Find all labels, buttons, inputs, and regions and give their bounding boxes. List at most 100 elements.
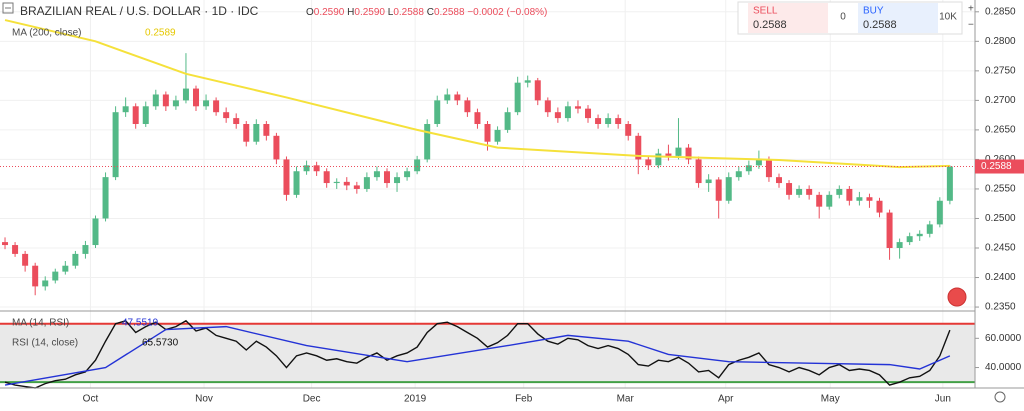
candle-body [886, 212, 893, 248]
candle-body [765, 159, 772, 178]
candle-body [52, 271, 59, 281]
candle-body [896, 242, 903, 248]
y-tick-label: 0.2700 [985, 95, 1016, 106]
candle-body [806, 188, 813, 195]
candle-body [373, 171, 380, 178]
candle-body [605, 118, 612, 124]
candle-body [755, 159, 762, 166]
quantity: 10K [939, 12, 957, 23]
candle-body [82, 245, 89, 254]
candle-body [645, 159, 652, 166]
candle-body [434, 100, 441, 124]
sell-button[interactable] [748, 3, 828, 33]
candle-body [102, 177, 109, 219]
candle-body [816, 194, 823, 207]
ohlc-value: 0.2590 [354, 7, 385, 18]
candle-body [454, 94, 461, 101]
candle-body [172, 100, 179, 107]
candle-body [293, 171, 300, 195]
candle-body [303, 165, 310, 172]
y-tick-label: 0.2450 [985, 243, 1016, 254]
candle-body [464, 100, 471, 113]
x-tick-label: Mar [617, 394, 635, 405]
y-tick-label: 0.2800 [985, 36, 1016, 47]
candle-body [22, 253, 29, 266]
rsi-line [4, 319, 951, 389]
candle-body [223, 112, 230, 119]
candle-body [926, 224, 933, 234]
candle-body [112, 112, 119, 178]
x-tick-label: Dec [303, 394, 321, 405]
y-tick-label: 0.2400 [985, 272, 1016, 283]
candle-body [363, 177, 370, 189]
rsi-ma-legend: MA (14, RSI) [12, 318, 69, 329]
candle-body [193, 88, 200, 107]
x-tick-label: Apr [718, 394, 734, 405]
flag-icon[interactable] [947, 287, 967, 307]
candle-body [655, 153, 662, 166]
symbol-title: BRAZILIAN REAL / U.S. DOLLAR · 1D · IDC [20, 4, 259, 18]
x-tick-label: 2019 [404, 394, 427, 405]
x-tick-label: Feb [515, 394, 533, 405]
candle-body [273, 135, 280, 160]
candle-body [856, 197, 863, 201]
candle-body [836, 188, 843, 195]
ma-legend: MA (200, close) [12, 28, 81, 39]
ma-legend-value: 0.2589 [145, 28, 176, 39]
rsi-band-fill [0, 323, 975, 383]
ohlc-values: O0.2590 H0.2590 L0.2588 C0.2588 −0.0002 … [306, 7, 547, 18]
candle-body [233, 118, 240, 124]
candle-body [625, 124, 632, 136]
y-tick-label: 0.2550 [985, 184, 1016, 195]
candle-body [585, 108, 592, 119]
ohlc-label: O [306, 7, 314, 18]
x-tick-label: Nov [195, 394, 213, 405]
candle-body [695, 159, 702, 184]
buy-button[interactable] [858, 3, 938, 33]
candle-body [946, 166, 953, 201]
candle-body [132, 106, 139, 124]
candle-body [243, 124, 250, 142]
candle-body [866, 197, 873, 201]
candle-body [343, 181, 350, 186]
ohlc-label: H [347, 7, 354, 18]
last-price-label: 0.2588 [981, 161, 1012, 172]
ohlc-label: L [388, 7, 394, 18]
y-tick-label: 40.0000 [985, 362, 1022, 373]
candle-body [745, 165, 752, 172]
collapse-icon[interactable] [2, 2, 14, 14]
y-tick-label: 60.0000 [985, 333, 1022, 344]
candle-body [494, 129, 501, 142]
spread: 0 [840, 12, 846, 23]
buy-label: BUY [863, 6, 884, 17]
sell-price: 0.2588 [753, 19, 787, 31]
candle-body [484, 124, 491, 142]
candle-body [735, 171, 742, 178]
candle-body [72, 253, 79, 266]
candle-body [414, 159, 421, 172]
candle-body [796, 188, 803, 195]
candle-body [404, 171, 411, 178]
minus-button[interactable]: − [968, 20, 974, 31]
ohlc-value: 0.2588 [434, 7, 465, 18]
candle-body [554, 112, 561, 119]
candle-body [916, 233, 923, 237]
candle-body [424, 124, 431, 160]
candle-body [876, 200, 883, 213]
y-tick-label: 0.2750 [985, 65, 1016, 76]
ohlc-label: C [427, 7, 434, 18]
candle-body [142, 106, 149, 124]
candle-body [725, 177, 732, 201]
settings-icon[interactable] [994, 391, 1006, 403]
plus-button[interactable]: + [968, 4, 974, 15]
candle-body [92, 218, 99, 246]
candle-body [253, 124, 260, 142]
candle-body [383, 171, 390, 184]
x-tick-label: Oct [83, 394, 99, 405]
candle-body [906, 236, 913, 243]
candle-body [936, 200, 943, 225]
rsi-legend-value: 65.5730 [142, 338, 179, 349]
rsi-line [4, 325, 951, 386]
candle-body [323, 171, 330, 184]
